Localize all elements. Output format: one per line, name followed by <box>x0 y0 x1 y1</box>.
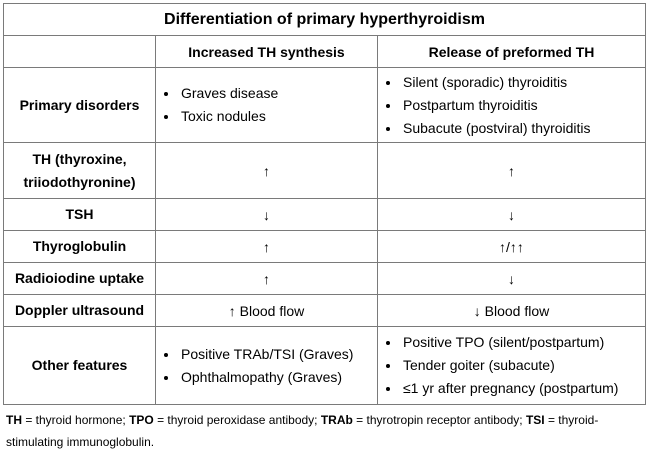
list-item: Toxic nodules <box>179 105 377 128</box>
cell-synthesis: ↑ <box>155 262 378 295</box>
list-item: Graves disease <box>179 82 377 105</box>
column-header-synthesis: Increased TH synthesis <box>155 35 378 68</box>
footnote-def: = thyroid-stimulating immunoglobulin. <box>6 413 599 449</box>
cell-release: Positive TPO (silent/postpartum) Tender … <box>377 326 646 405</box>
footnote-def: = thyroid hormone; <box>22 413 130 427</box>
list-item: Subacute (postviral) thyroiditis <box>401 117 645 140</box>
row-label: Primary disorders <box>3 67 156 143</box>
column-header-release: Release of preformed TH <box>377 35 646 68</box>
table-row: Thyroglobulin ↑ ↑/↑↑ <box>3 230 646 263</box>
row-label: Thyroglobulin <box>3 230 156 263</box>
footnote-def: = thyrotropin receptor antibody; <box>352 413 526 427</box>
table-row: TSH ↓ ↓ <box>3 198 646 231</box>
cell-release: Silent (sporadic) thyroiditis Postpartum… <box>377 67 646 143</box>
cell-release: ↓ <box>377 198 646 231</box>
row-label: Doppler ultrasound <box>3 294 156 327</box>
footnote-abbr: TSI <box>525 413 545 427</box>
hyperthyroidism-table: Differentiation of primary hyperthyroidi… <box>3 3 646 405</box>
table-title: Differentiation of primary hyperthyroidi… <box>3 3 646 36</box>
cell-synthesis: ↑ Blood flow <box>155 294 378 327</box>
cell-release: ↓ Blood flow <box>377 294 646 327</box>
row-label: TSH <box>3 198 156 231</box>
footnote-abbr: TH <box>6 413 22 427</box>
list-item: ≤1 yr after pregnancy (postpartum) <box>401 377 645 400</box>
table-row: TH (thyroxine, triiodothyronine) ↑ ↑ <box>3 142 646 199</box>
footnote-abbr: TPO <box>129 413 154 427</box>
list-item: Positive TPO (silent/postpartum) <box>401 331 645 354</box>
abbreviation-footnote: TH = thyroid hormone; TPO = thyroid pero… <box>6 409 626 453</box>
cell-synthesis: ↑ <box>155 230 378 263</box>
list-item: Silent (sporadic) thyroiditis <box>401 71 645 94</box>
footnote-def: = thyroid peroxidase antibody; <box>153 413 321 427</box>
cell-release: ↓ <box>377 262 646 295</box>
table-row: Doppler ultrasound ↑ Blood flow ↓ Blood … <box>3 294 646 327</box>
table-row: Other features Positive TRAb/TSI (Graves… <box>3 326 646 405</box>
cell-synthesis: ↓ <box>155 198 378 231</box>
row-label: Other features <box>3 326 156 405</box>
list-item: Tender goiter (subacute) <box>401 354 645 377</box>
header-empty-cell <box>3 35 156 68</box>
list-item: Positive TRAb/TSI (Graves) <box>179 343 377 366</box>
table-row: Radioiodine uptake ↑ ↓ <box>3 262 646 295</box>
footnote-abbr: TRAb <box>320 413 353 427</box>
list-item: Ophthalmopathy (Graves) <box>179 366 377 389</box>
cell-release: ↑/↑↑ <box>377 230 646 263</box>
list-item: Postpartum thyroiditis <box>401 94 645 117</box>
table-row: Primary disorders Graves disease Toxic n… <box>3 67 646 143</box>
cell-release: ↑ <box>377 142 646 199</box>
cell-synthesis: Positive TRAb/TSI (Graves) Ophthalmopath… <box>155 326 378 405</box>
cell-synthesis: Graves disease Toxic nodules <box>155 67 378 143</box>
row-label: TH (thyroxine, triiodothyronine) <box>3 142 156 199</box>
row-label: Radioiodine uptake <box>3 262 156 295</box>
cell-synthesis: ↑ <box>155 142 378 199</box>
